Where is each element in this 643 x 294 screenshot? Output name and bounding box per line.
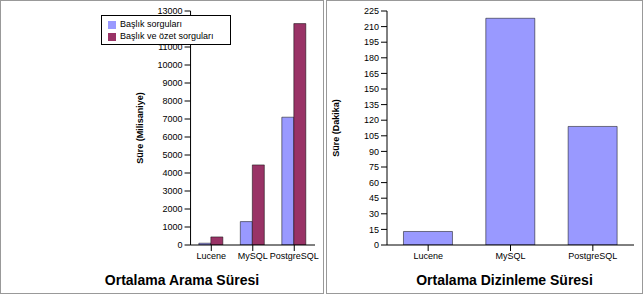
svg-text:13000: 13000 bbox=[158, 6, 183, 16]
svg-text:3000: 3000 bbox=[163, 186, 183, 196]
svg-text:10000: 10000 bbox=[158, 60, 183, 70]
svg-text:4000: 4000 bbox=[163, 168, 183, 178]
svg-text:8000: 8000 bbox=[163, 96, 183, 106]
svg-text:75: 75 bbox=[369, 162, 379, 172]
svg-text:9000: 9000 bbox=[163, 78, 183, 88]
svg-text:60: 60 bbox=[369, 178, 379, 188]
svg-text:180: 180 bbox=[364, 53, 379, 63]
svg-text:2000: 2000 bbox=[163, 204, 183, 214]
svg-text:165: 165 bbox=[364, 69, 379, 79]
svg-text:210: 210 bbox=[364, 22, 379, 32]
svg-text:30: 30 bbox=[369, 209, 379, 219]
svg-text:225: 225 bbox=[364, 6, 379, 16]
svg-text:195: 195 bbox=[364, 37, 379, 47]
svg-text:105: 105 bbox=[364, 131, 379, 141]
svg-text:150: 150 bbox=[364, 84, 379, 94]
svg-text:MySQL: MySQL bbox=[495, 251, 525, 261]
svg-text:Süre (Dakika): Süre (Dakika) bbox=[331, 99, 341, 157]
svg-text:1000: 1000 bbox=[163, 222, 183, 232]
svg-text:PostgreSQL: PostgreSQL bbox=[568, 251, 617, 261]
svg-text:5000: 5000 bbox=[163, 150, 183, 160]
svg-text:0: 0 bbox=[374, 240, 379, 250]
svg-text:MySQL: MySQL bbox=[238, 251, 268, 261]
svg-text:6000: 6000 bbox=[163, 132, 183, 142]
svg-text:PostgreSQL: PostgreSQL bbox=[270, 251, 319, 261]
svg-text:0: 0 bbox=[178, 240, 183, 250]
svg-text:15: 15 bbox=[369, 225, 379, 235]
svg-text:12000: 12000 bbox=[158, 24, 183, 34]
svg-text:90: 90 bbox=[369, 147, 379, 157]
svg-text:45: 45 bbox=[369, 193, 379, 203]
svg-text:7000: 7000 bbox=[163, 114, 183, 124]
svg-text:11000: 11000 bbox=[158, 42, 182, 52]
svg-text:Süre (Milisaniye): Süre (Milisaniye) bbox=[135, 92, 145, 164]
svg-text:Lucene: Lucene bbox=[413, 251, 443, 261]
svg-text:Lucene: Lucene bbox=[197, 251, 227, 261]
svg-text:135: 135 bbox=[364, 100, 379, 110]
svg-text:120: 120 bbox=[364, 115, 379, 125]
